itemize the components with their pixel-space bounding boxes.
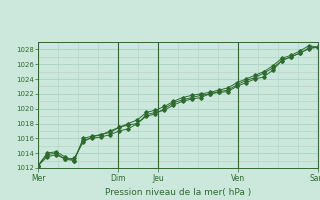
X-axis label: Pression niveau de la mer( hPa ): Pression niveau de la mer( hPa ): [105, 188, 251, 197]
